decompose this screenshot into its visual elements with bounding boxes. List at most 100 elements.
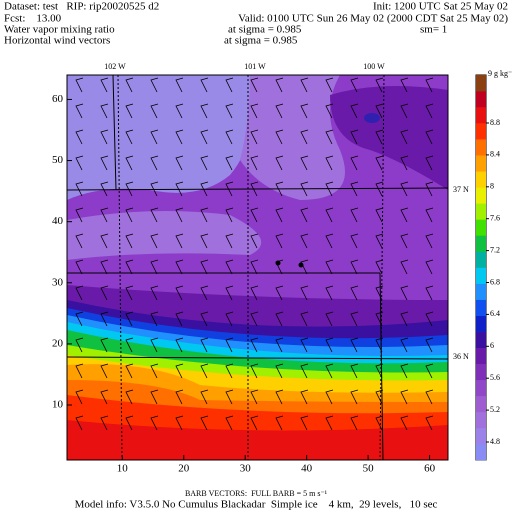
wind-barb <box>325 129 334 145</box>
colorbar-swatch <box>476 395 486 413</box>
wind-barb <box>200 415 209 431</box>
wind-barb <box>325 415 334 431</box>
wind-barb <box>125 77 134 93</box>
wind-barb <box>350 103 359 119</box>
wind-barb <box>175 259 184 275</box>
wind-barb <box>75 181 84 197</box>
colorbar-label: 6.8 <box>490 277 500 286</box>
lat-label: 37 N <box>453 185 469 194</box>
wind-barb <box>175 415 184 431</box>
x-tick-label: 10 <box>117 463 129 475</box>
state-border <box>66 356 449 360</box>
wind-barb <box>425 77 434 93</box>
wind-barb <box>325 285 334 301</box>
wind-barb <box>425 233 434 249</box>
wind-barb <box>175 363 184 379</box>
wind-barb <box>325 337 334 353</box>
field-label: Water vapor mixing ratio <box>4 24 115 36</box>
colorbar-swatch <box>476 283 486 300</box>
wind-barb <box>325 103 334 119</box>
wind-barb <box>200 311 209 327</box>
wind-barb <box>175 389 184 405</box>
field-band <box>67 420 448 460</box>
wind-barb <box>350 415 359 431</box>
x-tick-label: 30 <box>240 463 252 475</box>
wind-barb <box>125 129 134 145</box>
wind-barb <box>325 311 334 327</box>
wind-barb <box>325 259 334 275</box>
wind-barb <box>400 415 409 431</box>
wind-barb <box>225 337 234 353</box>
wind-barb <box>250 285 259 301</box>
wind-barb <box>425 181 434 197</box>
longitude-line <box>117 74 123 461</box>
wind-barb <box>300 77 309 93</box>
wind-barb <box>100 207 109 223</box>
wind-barb <box>200 207 209 223</box>
wind-barb <box>125 311 134 327</box>
fcst-label: Fcst: 13.00 <box>4 13 62 25</box>
colorbar-label: 4.8 <box>490 437 500 446</box>
wind-barb <box>425 155 434 171</box>
moisture-field <box>67 75 448 460</box>
wind-barb <box>100 337 109 353</box>
wind-barb <box>250 233 259 249</box>
x-tick-label: 60 <box>424 463 436 475</box>
colorbar-swatch <box>476 107 486 124</box>
field-region <box>364 113 380 123</box>
wind-barb <box>275 233 284 249</box>
wind-barb <box>125 415 134 431</box>
longitude-line <box>379 74 385 461</box>
wind-barb <box>100 77 109 93</box>
wind-barb <box>300 129 309 145</box>
wind-barb <box>400 103 409 119</box>
wind-barb <box>425 389 434 405</box>
wind-barb <box>100 285 109 301</box>
field-level: at sigma = 0.985 <box>228 24 302 36</box>
wind-barb <box>300 389 309 405</box>
wind-barb <box>300 337 309 353</box>
wind-barb <box>250 389 259 405</box>
wind-barb <box>125 363 134 379</box>
wind-barb <box>275 363 284 379</box>
wind-barb <box>400 181 409 197</box>
lon-label: 102 W <box>104 62 126 71</box>
wind-barb <box>375 129 384 145</box>
wind-barb <box>225 103 234 119</box>
wind-barb <box>250 363 259 379</box>
wind-barb <box>150 311 159 327</box>
wind-barb <box>275 77 284 93</box>
wind-barb <box>175 337 184 353</box>
wind-barb <box>250 155 259 171</box>
colorbar-swatch <box>476 267 486 284</box>
field-region <box>67 211 262 260</box>
colorbar-swatch <box>476 75 486 92</box>
wind-barb <box>400 389 409 405</box>
wind-barb <box>250 181 259 197</box>
lat-label: 36 N <box>453 352 469 361</box>
y-tick-label: 60 <box>52 93 64 105</box>
colorbar-swatch <box>476 251 486 268</box>
wind-barb <box>350 389 359 405</box>
wind-barb <box>325 181 334 197</box>
wind-barb <box>125 103 134 119</box>
wind-barb <box>375 155 384 171</box>
wind-barb <box>125 155 134 171</box>
plot-frame <box>66 74 449 461</box>
wind-barb <box>150 259 159 275</box>
wind-barb <box>300 155 309 171</box>
wind-barb <box>300 207 309 223</box>
station-dot <box>298 262 304 268</box>
wind-barb <box>150 285 159 301</box>
wind-barb <box>250 103 259 119</box>
wind-barb <box>425 129 434 145</box>
wind-barb <box>300 415 309 431</box>
wind-barb <box>250 311 259 327</box>
wind-barb <box>400 311 409 327</box>
wind-barb <box>350 363 359 379</box>
wind-barb <box>275 155 284 171</box>
colorbar-swatch <box>476 139 486 156</box>
wind-barb <box>200 389 209 405</box>
wind-barbs <box>75 77 434 431</box>
colorbar-label: 5.6 <box>490 373 500 382</box>
